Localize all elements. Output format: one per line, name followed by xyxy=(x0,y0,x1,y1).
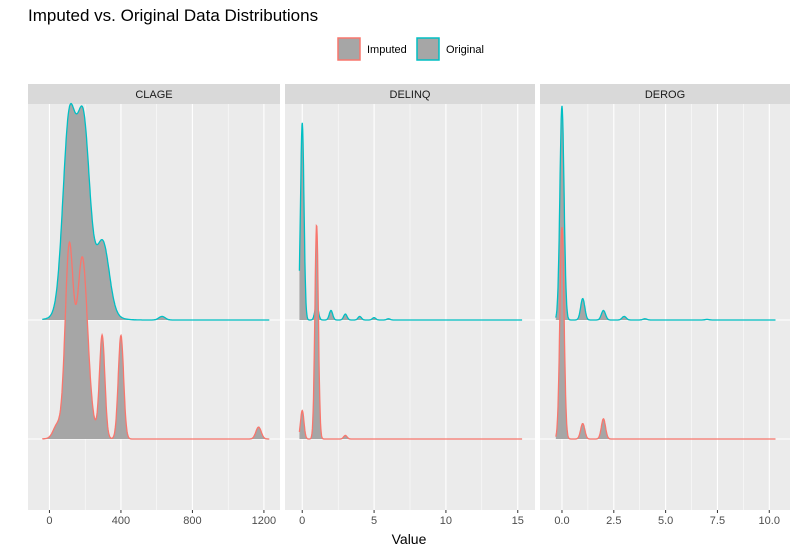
x-tick-label: 0.0 xyxy=(554,515,569,527)
legend: Imputed Original xyxy=(337,37,484,61)
chart-title: Imputed vs. Original Data Distributions xyxy=(28,6,318,25)
density-line-original xyxy=(42,102,270,321)
legend-key-original xyxy=(416,37,440,61)
density-fill-original xyxy=(42,103,270,320)
x-tick-label: 10.0 xyxy=(759,515,780,527)
legend-label-original: Original xyxy=(446,44,484,56)
facet-strip xyxy=(285,84,535,104)
x-tick-label: 1200 xyxy=(252,515,276,527)
x-tick-label: 400 xyxy=(112,515,130,527)
panel-derog: DEROG 0.0 2.5 5.0 7.5 10.0 xyxy=(540,84,790,527)
density-line-original xyxy=(298,122,523,321)
legend-label-imputed: Imputed xyxy=(367,44,407,56)
x-tick-label: 800 xyxy=(183,515,201,527)
x-tick-label: 0 xyxy=(46,515,52,527)
panel-delinq: DELINQ 0 5 10 15 xyxy=(285,84,535,527)
legend-key-imputed xyxy=(337,37,361,61)
facet-strip xyxy=(28,84,280,104)
facet-label: DELINQ xyxy=(390,89,431,101)
density-line-original xyxy=(555,105,776,321)
facet-strip xyxy=(540,84,790,104)
x-tick-label: 5.0 xyxy=(658,515,673,527)
facet-label: DEROG xyxy=(645,89,685,101)
density-line-imputed xyxy=(298,224,523,440)
x-tick-label: 7.5 xyxy=(710,515,725,527)
x-tick-label: 10 xyxy=(440,515,452,527)
x-axis-title: Value xyxy=(392,531,427,547)
x-tick-label: 15 xyxy=(512,515,524,527)
density-line-imputed xyxy=(555,227,776,440)
x-tick-label: 0 xyxy=(299,515,305,527)
x-tick-label: 5 xyxy=(371,515,377,527)
panel-background xyxy=(540,104,790,510)
x-tick-label: 2.5 xyxy=(606,515,621,527)
facet-label: CLAGE xyxy=(135,89,172,101)
density-line-imputed xyxy=(42,240,270,440)
panel-clage: CLAGE 0 400 800 1200 xyxy=(28,84,280,527)
